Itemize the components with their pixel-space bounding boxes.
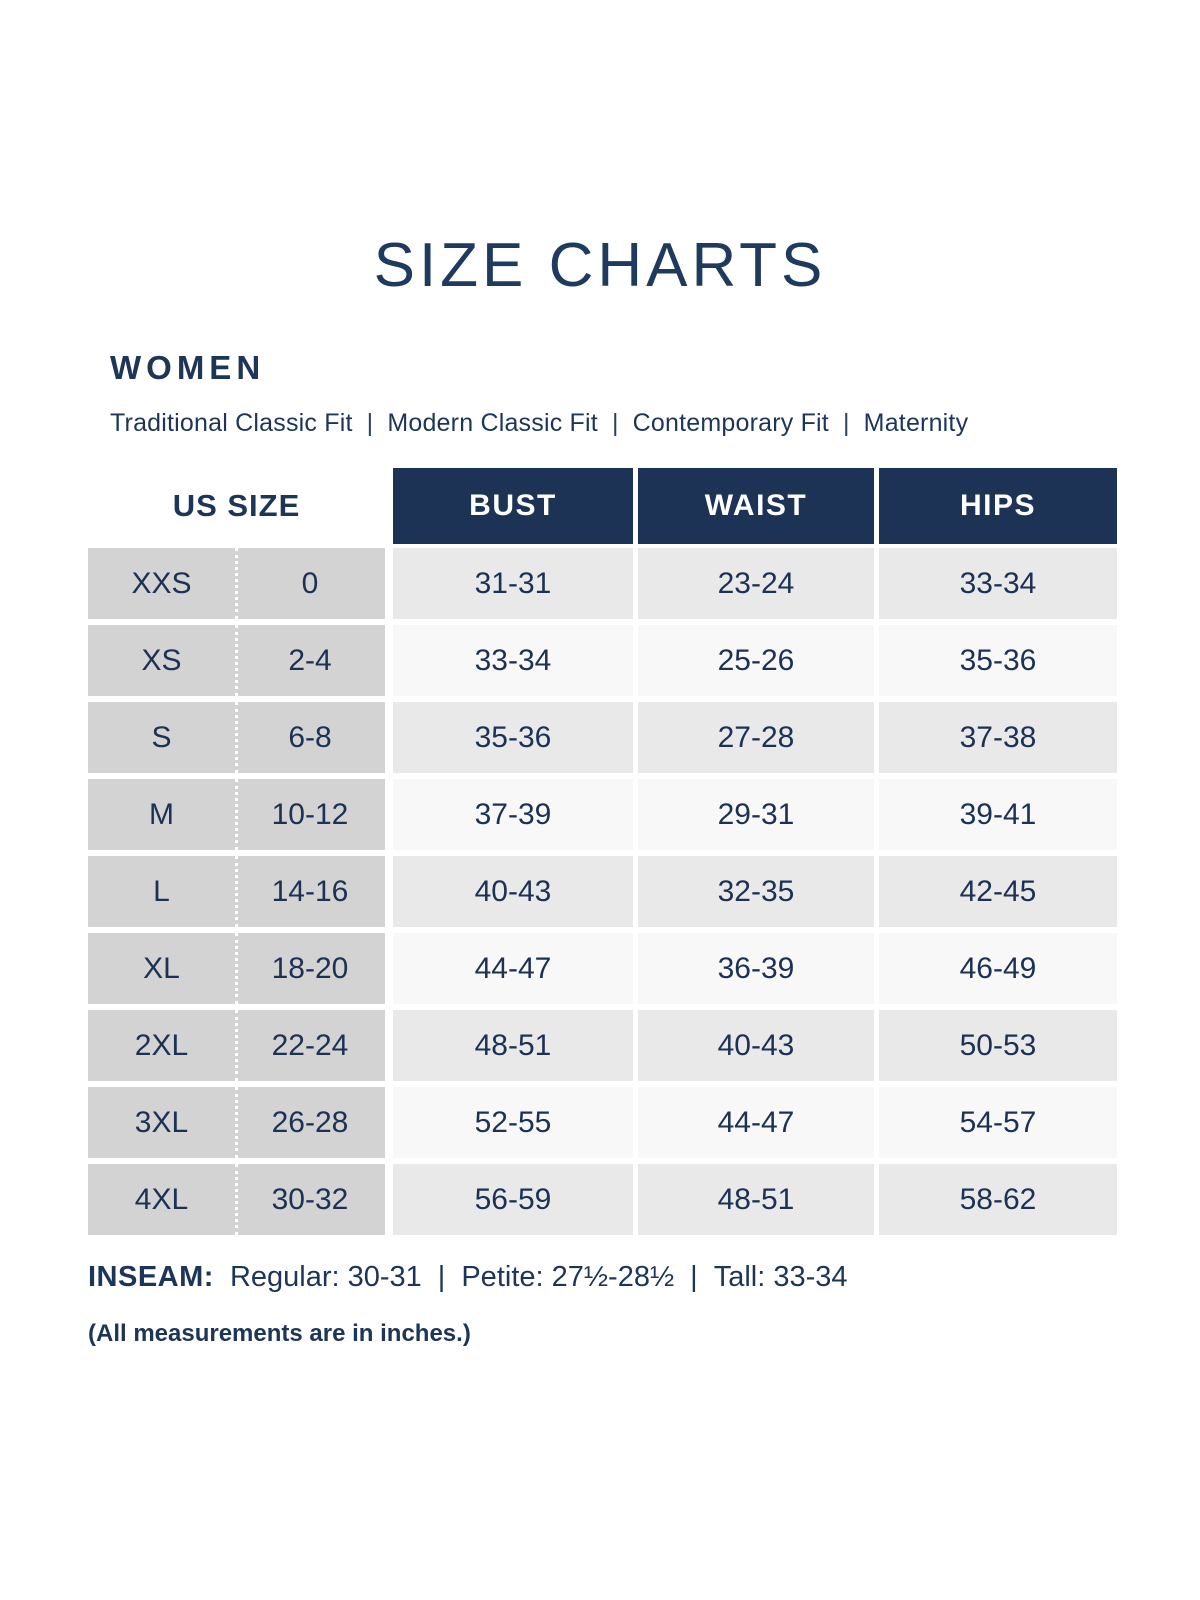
waist-column-header: WAIST: [638, 468, 874, 544]
size-letter-cell: M: [88, 779, 238, 850]
table-row: M 10-12 37-39 29-31 39-41: [88, 779, 1118, 850]
table-header-row: US SIZE BUST WAIST HIPS: [88, 468, 1118, 544]
size-letter-cell: S: [88, 702, 238, 773]
table-row: XXS 0 31-31 23-24 33-34: [88, 548, 1118, 619]
size-number-cell: 30-32: [271, 1182, 349, 1216]
inseam-segment: Regular: 30-31: [229, 1261, 422, 1293]
hips-cell: 37-38: [879, 702, 1117, 773]
size-number-cell: 10-12: [271, 797, 349, 831]
waist-cell: 44-47: [638, 1087, 874, 1158]
fit-type-separator: |: [611, 409, 619, 437]
bust-cell: 37-39: [393, 779, 633, 850]
bust-cell: 33-34: [393, 625, 633, 696]
hips-cell: 58-62: [879, 1164, 1117, 1235]
waist-cell: 36-39: [638, 933, 874, 1004]
waist-cell: 32-35: [638, 856, 874, 927]
bust-cell: 44-47: [393, 933, 633, 1004]
table-row: XL 18-20 44-47 36-39 46-49: [88, 933, 1118, 1004]
size-number-cell: 6-8: [288, 720, 332, 754]
us-size-cell-group: XXS 0: [88, 548, 385, 619]
table-body: XXS 0 31-31 23-24 33-34 XS 2-4 33-34 25-…: [88, 548, 1118, 1235]
inseam-line: INSEAM: Regular: 30-31 | Petite: 27½-28½ | Ta…: [88, 1261, 1200, 1294]
inseam-segments: Regular: 30-31 | Petite: 27½-28½ | Tall: 33-…: [230, 1261, 848, 1293]
bust-cell: 31-31: [393, 548, 633, 619]
fit-type-separator: |: [366, 409, 374, 437]
hips-cell: 50-53: [879, 1010, 1117, 1081]
inseam-label: INSEAM:: [88, 1261, 214, 1293]
size-letter-cell: L: [88, 856, 238, 927]
fit-type-label: Modern Classic Fit: [387, 409, 598, 437]
us-size-cell-group: S 6-8: [88, 702, 385, 773]
fit-type-label: Maternity: [863, 409, 969, 437]
us-size-header: US SIZE: [172, 488, 301, 523]
inseam-segment: Tall: 33-34: [713, 1261, 848, 1293]
waist-cell: 25-26: [638, 625, 874, 696]
section-title-women: WOMEN: [110, 349, 266, 386]
hips-cell: 46-49: [879, 933, 1117, 1004]
us-size-cell-group: XL 18-20: [88, 933, 385, 1004]
size-number-cell: 26-28: [271, 1105, 349, 1139]
fit-types-line: Traditional Classic Fit | Modern Classic F…: [110, 409, 1120, 438]
us-size-cell-group: 4XL 30-32: [88, 1164, 385, 1235]
fit-type-separator: |: [842, 409, 850, 437]
us-size-cell-group: 3XL 26-28: [88, 1087, 385, 1158]
hips-column-header: HIPS: [879, 468, 1117, 544]
waist-cell: 48-51: [638, 1164, 874, 1235]
inseam-segment: Petite: 27½-28½: [461, 1261, 675, 1293]
fit-type-label: Contemporary Fit: [632, 409, 829, 437]
us-size-cell-group: XS 2-4: [88, 625, 385, 696]
size-letter-cell: 2XL: [88, 1010, 238, 1081]
bust-cell: 40-43: [393, 856, 633, 927]
measurements-footnote: (All measurements are in inches.): [88, 1320, 471, 1347]
hips-cell: 35-36: [879, 625, 1117, 696]
size-number-cell: 22-24: [271, 1028, 349, 1062]
us-size-cell-group: L 14-16: [88, 856, 385, 927]
bust-column-header: BUST: [393, 468, 633, 544]
intro-block: WOMEN Traditional Classic Fit | Modern Cla…: [110, 349, 1120, 438]
inseam-separator: |: [690, 1261, 698, 1293]
size-letter-cell: XS: [88, 625, 238, 696]
hips-cell: 54-57: [879, 1087, 1117, 1158]
bust-cell: 48-51: [393, 1010, 633, 1081]
size-number-cell: 14-16: [271, 874, 349, 908]
waist-cell: 29-31: [638, 779, 874, 850]
inseam-separator: |: [437, 1261, 446, 1293]
us-size-cell-group: 2XL 22-24: [88, 1010, 385, 1081]
hips-cell: 33-34: [879, 548, 1117, 619]
size-number-cell: 2-4: [288, 643, 332, 677]
table-row: 2XL 22-24 48-51 40-43 50-53: [88, 1010, 1118, 1081]
hips-cell: 39-41: [879, 779, 1117, 850]
page-title: SIZE CHARTS: [373, 231, 827, 300]
size-letter-cell: 4XL: [88, 1164, 238, 1235]
size-letter-cell: XXS: [88, 548, 238, 619]
bust-cell: 52-55: [393, 1087, 633, 1158]
us-size-cell-group: M 10-12: [88, 779, 385, 850]
fit-type-label: Traditional Classic Fit: [110, 409, 353, 437]
size-letter-cell: 3XL: [88, 1087, 238, 1158]
table-row: XS 2-4 33-34 25-26 35-36: [88, 625, 1118, 696]
waist-cell: 40-43: [638, 1010, 874, 1081]
bust-cell: 35-36: [393, 702, 633, 773]
size-letter-cell: XL: [88, 933, 238, 1004]
table-row: 3XL 26-28 52-55 44-47 54-57: [88, 1087, 1118, 1158]
table-row: L 14-16 40-43 32-35 42-45: [88, 856, 1118, 927]
hips-cell: 42-45: [879, 856, 1117, 927]
size-table: US SIZE BUST WAIST HIPS XXS 0 31-31 23-24 …: [88, 468, 1118, 1235]
table-row: 4XL 30-32 56-59 48-51 58-62: [88, 1164, 1118, 1235]
size-number-cell: 0: [301, 566, 319, 600]
waist-cell: 23-24: [638, 548, 874, 619]
bust-cell: 56-59: [393, 1164, 633, 1235]
table-row: S 6-8 35-36 27-28 37-38: [88, 702, 1118, 773]
waist-cell: 27-28: [638, 702, 874, 773]
size-number-cell: 18-20: [271, 951, 349, 985]
